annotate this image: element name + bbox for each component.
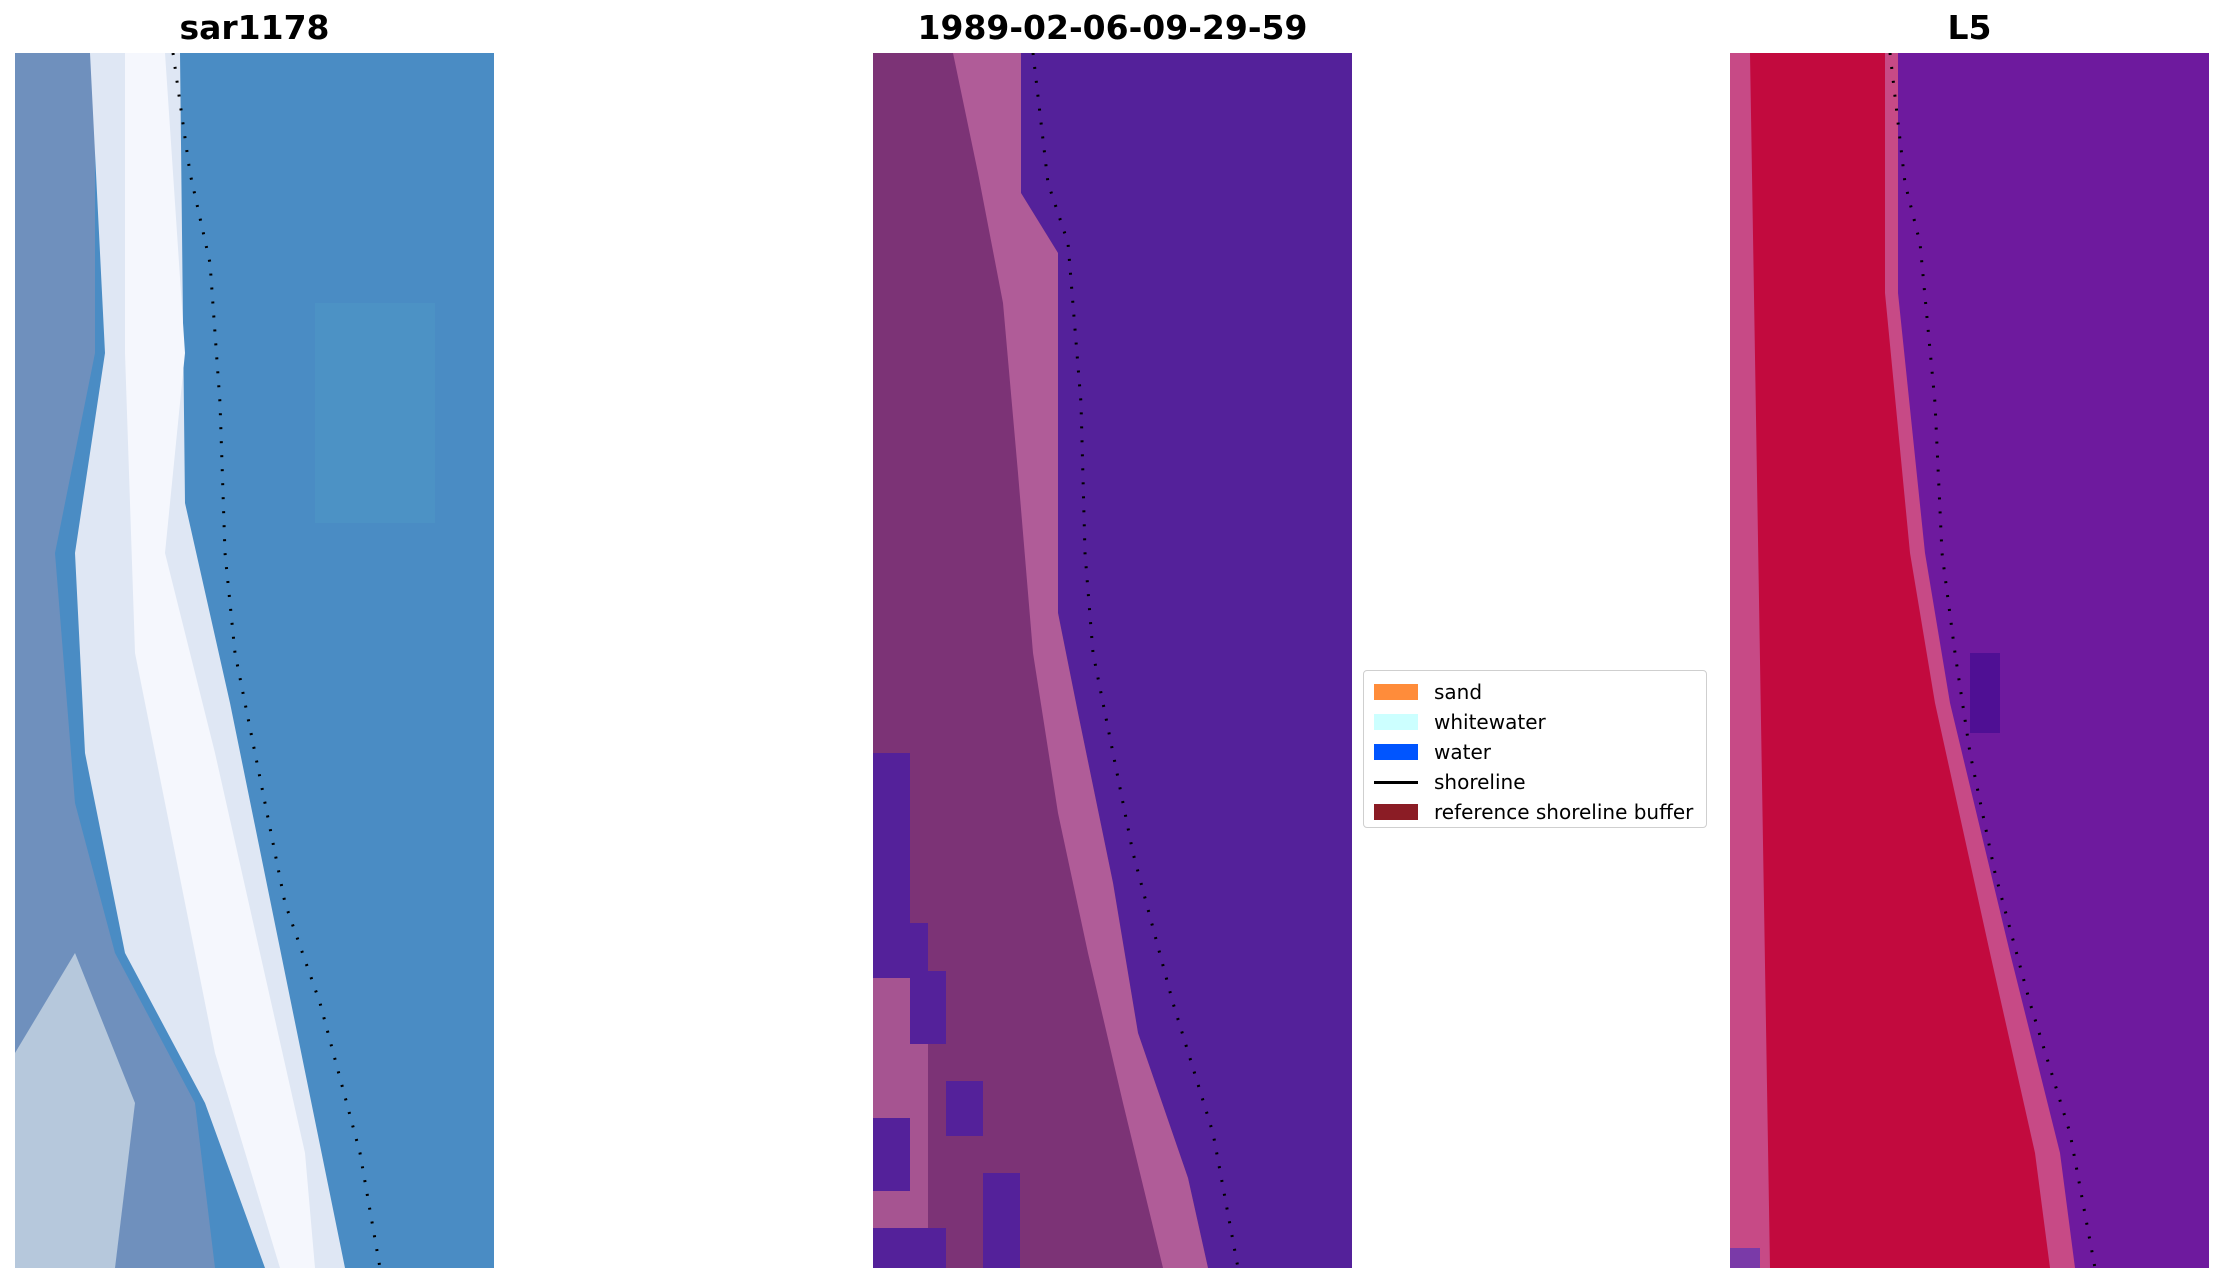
index-image <box>1730 53 2209 1268</box>
legend: sand whitewater water shoreline referenc… <box>1363 670 1707 828</box>
whitewater-swatch <box>1374 714 1418 730</box>
satellite-rgb-panel <box>15 53 494 1268</box>
shoreline-line-swatch <box>1374 780 1418 784</box>
index-panel <box>1730 53 2209 1268</box>
legend-label: whitewater <box>1434 710 1546 734</box>
legend-label: water <box>1434 740 1491 764</box>
panel-title-3: L5 <box>1947 8 1992 47</box>
legend-item-whitewater: whitewater <box>1374 707 1696 737</box>
shoreline <box>171 53 382 1268</box>
panel-title-1: sar1178 <box>179 8 330 47</box>
legend-item-water: water <box>1374 737 1696 767</box>
legend-item-sand: sand <box>1374 677 1696 707</box>
legend-item-shoreline: shoreline <box>1374 767 1696 797</box>
water-swatch <box>1374 744 1418 760</box>
legend-item-reference-buffer: reference shoreline buffer <box>1374 797 1696 827</box>
classification-image <box>873 53 1352 1268</box>
satellite-rgb-image <box>15 53 494 1268</box>
shoreline <box>1888 53 2097 1268</box>
legend-label: reference shoreline buffer <box>1434 800 1694 824</box>
legend-label: sand <box>1434 680 1483 704</box>
classification-panel <box>873 53 1352 1268</box>
sand-swatch <box>1374 684 1418 700</box>
legend-label: shoreline <box>1434 770 1526 794</box>
panel-title-2: 1989-02-06-09-29-59 <box>917 8 1308 47</box>
shoreline <box>1031 53 1240 1268</box>
reference-buffer-swatch <box>1374 804 1418 820</box>
